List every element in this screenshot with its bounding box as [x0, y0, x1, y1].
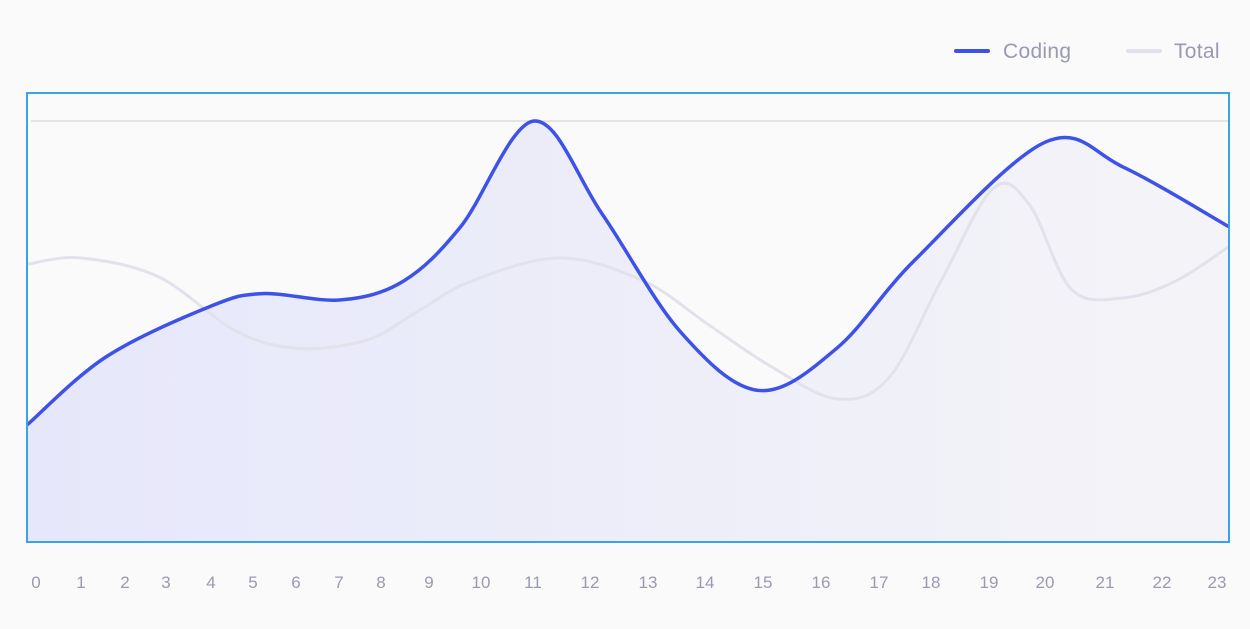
legend-label-total[interactable]: Total [1174, 40, 1220, 63]
x-tick-label: 21 [1096, 573, 1115, 592]
series-line-layer [26, 119, 1230, 426]
x-tick-label: 3 [161, 573, 170, 592]
x-tick-label: 8 [376, 573, 385, 592]
x-tick-label: 23 [1208, 573, 1227, 592]
series-area-coding [28, 120, 1228, 542]
x-tick-label: 20 [1036, 573, 1055, 592]
legend: Coding Total [954, 40, 1220, 63]
x-tick-label: 0 [31, 573, 40, 592]
x-tick-label: 11 [524, 573, 542, 592]
x-tick-label: 15 [754, 573, 773, 592]
x-tick-label: 18 [922, 573, 941, 592]
x-tick-label: 1 [76, 573, 85, 592]
x-axis-ticks: 0 1 2 3 4 5 6 7 8 9 10 11 12 13 14 15 16 17 18 19 20 21 22 23 [31, 573, 1226, 592]
x-tick-label: 19 [980, 573, 999, 592]
x-tick-label: 14 [696, 573, 715, 592]
x-tick-label: 10 [472, 573, 491, 592]
x-tick-label: 6 [291, 573, 300, 592]
x-tick-label: 4 [206, 573, 215, 592]
x-tick-label: 17 [870, 573, 889, 592]
x-tick-label: 22 [1153, 573, 1172, 592]
x-tick-label: 7 [334, 573, 343, 592]
plot-frame [26, 92, 1230, 543]
series-line-coding[interactable] [26, 119, 1230, 426]
x-tick-label: 5 [248, 573, 257, 592]
x-tick-label: 9 [424, 573, 433, 592]
x-tick-label: 13 [639, 573, 658, 592]
x-tick-label: 12 [581, 573, 600, 592]
legend-label-coding[interactable]: Coding [1003, 40, 1071, 63]
series-line-total[interactable] [26, 181, 1230, 401]
x-tick-label: 16 [812, 573, 831, 592]
x-tick-label: 2 [120, 573, 129, 592]
area-fill-layer [28, 120, 1228, 542]
